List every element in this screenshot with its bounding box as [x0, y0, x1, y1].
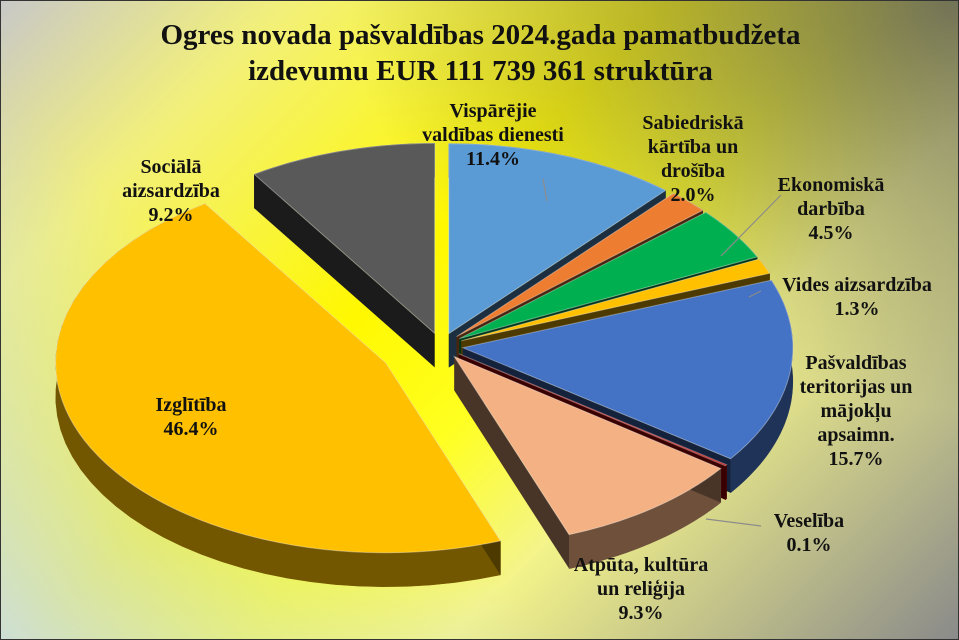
pie-slice-0 — [448, 143, 667, 335]
pie-slice-5 — [458, 353, 728, 467]
pie-slice-3 — [461, 258, 771, 342]
pie-slice-1 — [456, 192, 704, 338]
leader-line-2 — [720, 194, 782, 257]
chart-title-line-1: Ogres novada pašvaldības 2024.gada pamat… — [160, 19, 801, 51]
leader-line-5 — [705, 518, 762, 527]
chart-title-line-2: izdevumu EUR 111 739 361 struktūra — [248, 55, 713, 87]
slice-edge-8-0 — [254, 174, 435, 368]
slice-label-0: Vispārējie valdības dienesti 11.4% — [422, 100, 564, 170]
leader-line-3 — [748, 290, 762, 298]
pie-slice-2 — [459, 211, 759, 340]
slice-label-5: Veselība 0.1% — [774, 510, 844, 556]
slice-label-1: Sabiedriskā kārtība un drošība 2.0% — [642, 112, 743, 206]
slice-label-7: Izglītība 46.4% — [155, 394, 226, 440]
pie-slice-8 — [253, 142, 436, 335]
slice-label-2: Ekonomiskā darbība 4.5% — [778, 174, 885, 244]
slice-label-3: Vides aizsardzība 1.3% — [782, 274, 932, 320]
leader-line-0 — [542, 178, 548, 202]
pie-slice-6 — [452, 355, 722, 536]
pie-slice-4 — [461, 279, 794, 460]
slice-label-8: Sociālā aizsardzība 9.2% — [122, 156, 220, 226]
slice-label-4: Pašvaldības teritorijas un mājokļu apsaimn.… — [800, 352, 913, 470]
pie-slice-7 — [55, 203, 502, 554]
slice-label-6: Atpūta, kultūra un reliģija 9.3% — [574, 554, 708, 624]
slice-edge-6-1 — [454, 356, 570, 569]
